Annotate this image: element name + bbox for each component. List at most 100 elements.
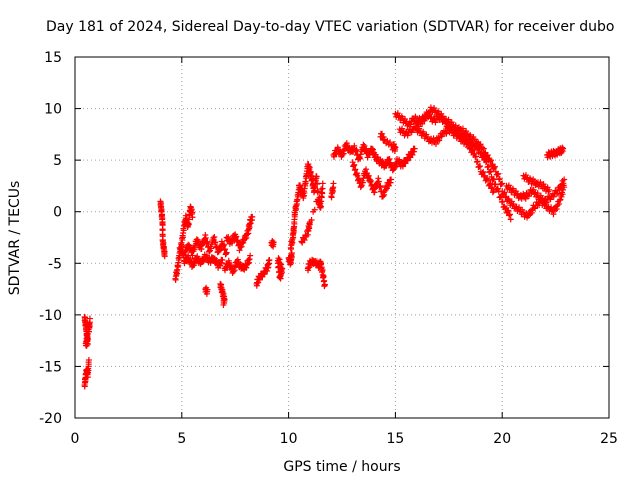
data-point: [202, 234, 209, 241]
data-point: [465, 140, 472, 147]
data-point: [305, 226, 312, 233]
data-point: [490, 188, 497, 195]
axis-ticks: 0 5 10 15 20 25 -20 -15 -10 -5 0 5 10 15: [39, 50, 618, 447]
data-point: [496, 175, 503, 182]
data-point: [302, 180, 309, 187]
data-point: [561, 176, 568, 183]
data-point: [247, 252, 254, 259]
data-point: [365, 172, 372, 179]
y-tick-label: -20: [39, 411, 62, 427]
data-point: [161, 253, 168, 260]
data-point: [310, 208, 317, 215]
data-point: [546, 186, 553, 193]
data-point: [473, 153, 480, 160]
data-point: [319, 266, 326, 273]
data-point: [506, 211, 513, 218]
data-point: [220, 301, 227, 308]
data-point: [426, 111, 433, 118]
data-point: [480, 168, 487, 175]
data-point: [86, 315, 93, 322]
x-axis-label: GPS time / hours: [283, 459, 400, 475]
data-point: [266, 256, 273, 263]
y-tick-label: -5: [48, 256, 62, 272]
data-point: [443, 130, 450, 137]
data-point: [363, 166, 370, 173]
data-point: [543, 199, 550, 206]
data-point: [220, 241, 227, 248]
data-point: [491, 164, 498, 171]
data-point: [212, 239, 219, 246]
data-point: [507, 216, 514, 223]
data-point: [421, 117, 428, 124]
data-point: [494, 185, 501, 192]
data-point: [233, 233, 240, 240]
data-point: [534, 190, 541, 197]
data-point: [321, 281, 328, 288]
data-point: [367, 177, 374, 184]
x-tick-label: 15: [386, 431, 404, 447]
data-point: [319, 180, 326, 187]
y-tick-label: 15: [44, 50, 62, 66]
data-point: [318, 186, 325, 193]
data-point: [223, 249, 230, 256]
data-point: [477, 141, 484, 148]
data-point: [383, 140, 390, 147]
data-point: [204, 286, 211, 293]
data-point: [477, 163, 484, 170]
y-tick-label: -10: [39, 308, 62, 324]
data-point: [299, 239, 306, 246]
data-point: [319, 190, 326, 197]
data-point: [469, 146, 476, 153]
data-point: [484, 152, 491, 159]
data-point: [352, 166, 359, 173]
data-point: [432, 141, 439, 148]
y-axis-label: SDTVAR / TECUs: [7, 181, 23, 296]
data-point: [236, 247, 243, 254]
y-tick-label: -15: [39, 359, 62, 375]
data-point: [532, 205, 539, 212]
data-point: [222, 246, 229, 253]
data-point: [505, 207, 512, 214]
data-point: [550, 193, 557, 200]
x-tick-label: 10: [280, 431, 298, 447]
data-point: [560, 145, 567, 152]
data-point: [489, 184, 496, 191]
data-point: [495, 188, 502, 195]
data-point: [351, 161, 358, 168]
data-point: [411, 145, 418, 152]
data-point: [404, 132, 411, 139]
data-point: [485, 163, 492, 170]
data-point: [313, 198, 320, 205]
data-point: [211, 233, 218, 240]
data-series: [81, 104, 568, 390]
data-point: [388, 176, 395, 183]
x-tick-label: 25: [600, 431, 618, 447]
data-point: [557, 185, 564, 192]
data-point: [554, 190, 561, 197]
data-point: [550, 211, 557, 218]
data-point: [459, 125, 466, 132]
data-point: [388, 142, 395, 149]
x-tick-label: 5: [177, 431, 186, 447]
y-tick-label: 0: [53, 205, 62, 221]
y-tick-label: 5: [53, 153, 62, 169]
data-point: [159, 226, 166, 233]
data-point: [219, 256, 226, 263]
data-point: [474, 158, 481, 165]
data-point: [270, 239, 277, 246]
data-point: [386, 155, 393, 162]
data-point: [553, 206, 560, 213]
data-point: [249, 213, 256, 220]
data-point: [489, 189, 496, 196]
data-point: [274, 257, 281, 264]
data-point: [491, 163, 498, 170]
data-point: [506, 212, 513, 219]
data-point: [85, 357, 92, 364]
data-point: [499, 180, 506, 187]
data-point: [304, 228, 311, 235]
data-point: [495, 170, 502, 177]
x-tick-label: 0: [71, 431, 80, 447]
data-point: [487, 157, 494, 164]
